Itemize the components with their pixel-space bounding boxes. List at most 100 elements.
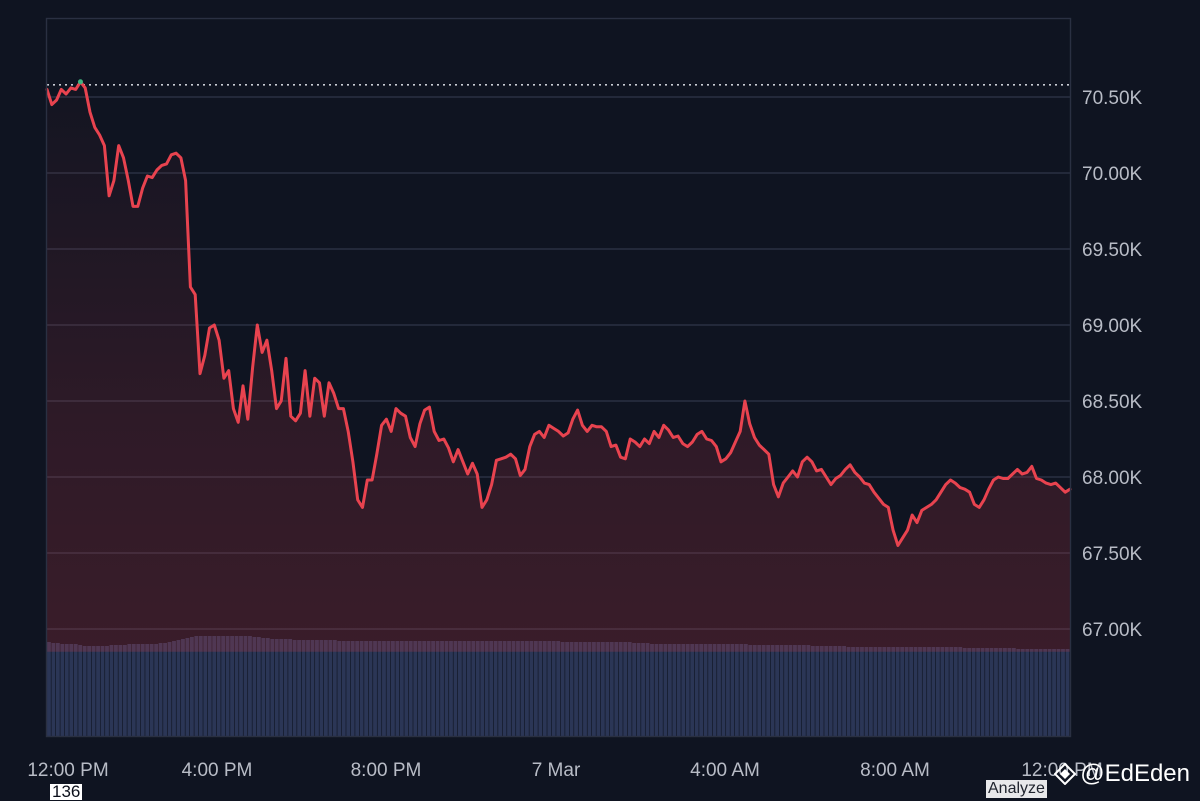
volume-bar <box>949 647 954 736</box>
volume-bar <box>55 643 60 736</box>
volume-bar <box>234 636 239 736</box>
volume-bar <box>819 646 824 736</box>
volume-bar <box>261 638 266 736</box>
volume-bar <box>301 640 306 736</box>
volume-bar <box>775 645 780 736</box>
volume-bar <box>440 641 444 736</box>
volume-bar <box>583 642 587 736</box>
volume-bar <box>91 646 96 736</box>
volume-bar <box>431 641 436 736</box>
volume-bar <box>127 644 132 736</box>
volume-bar <box>971 648 976 736</box>
volume-bar <box>761 645 766 736</box>
volume-bar <box>708 644 712 736</box>
volume-bar <box>475 641 480 736</box>
volume-bar <box>377 641 382 736</box>
volume-bar <box>511 641 516 736</box>
volume-bar <box>341 641 346 736</box>
volume-bar <box>435 641 440 736</box>
volume-bar <box>265 638 270 736</box>
volume-bar <box>574 642 578 736</box>
volume-bar <box>757 645 762 736</box>
volume-bar <box>493 641 498 736</box>
volume-bar <box>953 647 958 736</box>
volume-bar <box>297 640 302 736</box>
volume-bar <box>529 641 534 736</box>
volume-bar <box>306 640 310 736</box>
volume-bar <box>149 644 154 736</box>
volume-bar <box>368 641 373 736</box>
watermark-text: @EdEden <box>1080 760 1190 787</box>
volume-bar <box>466 641 471 736</box>
x-tick-label: 8:00 AM <box>860 760 930 781</box>
volume-bar <box>507 641 511 736</box>
volume-bar <box>797 645 802 736</box>
volume-bar <box>399 641 404 736</box>
volume-bar <box>283 639 288 736</box>
volume-bar <box>989 648 994 736</box>
volume-bar <box>565 642 570 736</box>
volume-bar <box>533 641 538 736</box>
watermark: @EdEden <box>1054 760 1190 788</box>
volume-bar <box>600 642 605 736</box>
volume-bar <box>739 644 744 736</box>
volume-bar <box>842 646 847 736</box>
volume-bar <box>851 647 855 736</box>
price-area-fill <box>47 81 1070 652</box>
volume-bar <box>319 640 324 736</box>
volume-bar <box>788 645 793 736</box>
volume-bar <box>140 644 145 736</box>
volume-bar <box>891 647 896 736</box>
volume-bar <box>980 648 985 736</box>
plot-frame <box>45 17 1072 738</box>
volume-bar <box>623 642 628 736</box>
volume-bar <box>645 643 650 736</box>
volume-bar <box>359 641 364 736</box>
volume-bar <box>221 636 226 736</box>
volume-bar <box>730 644 735 736</box>
volume-bar <box>547 641 552 736</box>
volume-bar <box>609 642 614 736</box>
volume-bar <box>1007 648 1012 736</box>
volume-bar <box>560 642 565 736</box>
volume-bar <box>886 647 891 736</box>
volume-bar <box>413 641 418 736</box>
x-axis-labels: 12:00 PM 4:00 PM 8:00 PM 7 Mar 4:00 AM 8:00 A… <box>27 760 1102 781</box>
volume-bar <box>864 647 869 736</box>
volume-bar <box>502 641 507 736</box>
volume-bar <box>909 647 914 736</box>
volume-bar <box>998 648 1003 736</box>
volume-bar <box>944 647 949 736</box>
volume-bar <box>1065 649 1070 736</box>
x-tick-label: 4:00 AM <box>690 760 760 781</box>
volume-bar <box>524 641 529 736</box>
volume-bar <box>721 644 726 736</box>
volume-bar <box>270 639 275 736</box>
volume-bar <box>292 640 297 736</box>
volume-bar <box>605 642 610 736</box>
volume-bar <box>900 647 905 736</box>
volume-bar <box>122 645 127 736</box>
volume-bar <box>976 648 981 736</box>
volume-bar <box>350 641 355 736</box>
volume-bar <box>417 641 422 736</box>
volume-bar <box>87 646 92 736</box>
volume-bar <box>958 647 963 736</box>
volume-bar <box>239 636 243 736</box>
volume-bar <box>650 644 654 736</box>
volume-bar <box>96 646 100 736</box>
volume-bar <box>815 646 820 736</box>
volume-bar <box>913 647 918 736</box>
volume-bar <box>592 642 596 736</box>
y-tick-label: 70.00K <box>1082 164 1143 185</box>
volume-bar <box>131 644 136 736</box>
volume-bar <box>323 640 328 736</box>
volume-bar <box>793 645 797 736</box>
volume-bar <box>676 644 681 736</box>
volume-bar <box>203 636 208 736</box>
volume-bar <box>1016 649 1021 736</box>
volume-bar <box>373 641 377 736</box>
volume-bar <box>163 643 167 736</box>
volume-bar <box>310 640 315 736</box>
